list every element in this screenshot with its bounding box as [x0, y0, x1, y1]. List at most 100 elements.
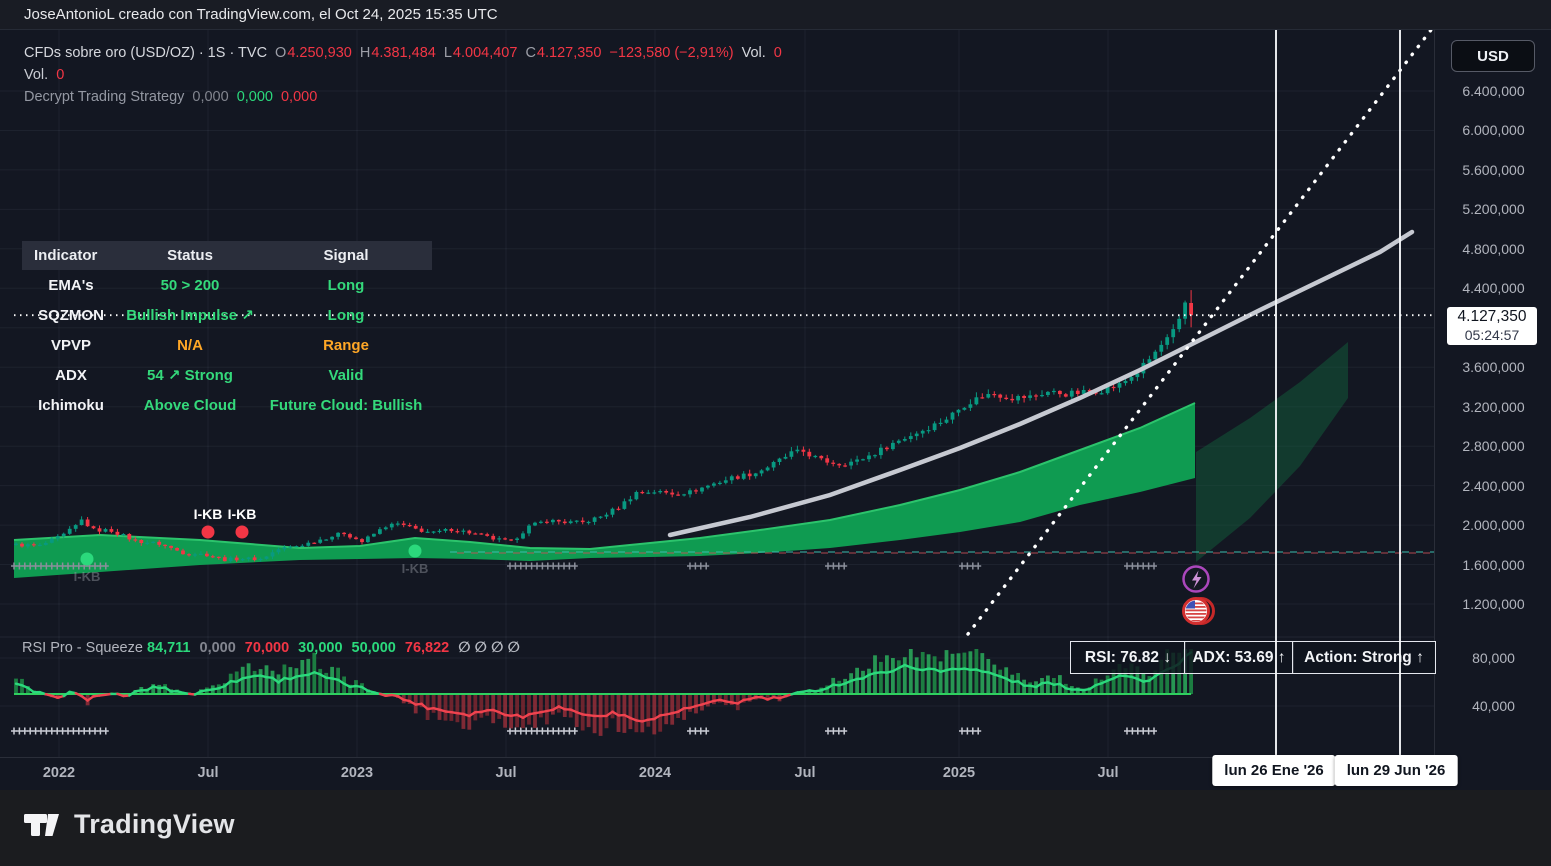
indicator-signal: Long — [327, 306, 365, 324]
symbol-legend-part: H — [359, 45, 371, 61]
status-badge: ADX: 53.69 ↑ — [1184, 641, 1294, 674]
signal-table-row: SQZMON Bullish Impulse ↗ Long — [22, 300, 432, 330]
strategy-legend-part: 0,000 — [280, 89, 318, 105]
indicator-signal: Future Cloud: Bullish — [269, 396, 423, 414]
status-badge: Action: Strong ↑ — [1292, 641, 1436, 674]
symbol-legend-part: 4.127,350 — [536, 45, 602, 61]
time-axis-tick: 2022 — [42, 765, 76, 781]
strategy-legend-part: 0,000 — [192, 89, 229, 105]
rsi-legend-value: 76,822 — [404, 640, 450, 656]
rsi-legend-value: 84,711 — [146, 640, 191, 656]
price-axis-tick: 2.400,000 — [1462, 477, 1525, 494]
future-date-label: lun 29 Jun '26 — [1334, 755, 1458, 786]
indicator-status: Above Cloud — [143, 396, 237, 414]
status-badge: RSI: 76.82 ↓ — [1070, 641, 1186, 674]
price-axis-tick: 4.400,000 — [1462, 280, 1525, 297]
us-flag-icon — [1182, 597, 1215, 625]
rsi-legend-value: 30,000 — [298, 640, 343, 656]
svg-text:I-KB: I-KB — [74, 569, 101, 584]
price-axis-tick: 3.200,000 — [1462, 398, 1525, 415]
bar-countdown: 05:24:57 — [1464, 327, 1520, 343]
volume-legend-part: Vol. — [24, 67, 49, 83]
tradingview-logo-text: TradingView — [74, 808, 235, 839]
price-axis-tick: 1.200,000 — [1462, 596, 1525, 612]
time-axis-tick: Jul — [495, 765, 517, 781]
time-axis-tick: 2024 — [638, 765, 672, 781]
indicator-name: Ichimoku — [38, 396, 104, 414]
signal-table-row: VPVP N/A Range — [22, 330, 432, 360]
rsi-legend-value: 50,000 — [351, 640, 396, 656]
signal-table-row: Ichimoku Above Cloud Future Cloud: Bullish — [22, 390, 432, 420]
symbol-legend-row[interactable]: CFDs sobre oro (USD/OZ) · 1S · TVC O4.250… — [24, 45, 790, 61]
indicator-name: EMA's — [48, 276, 94, 294]
price-axis-tick: 2.000,000 — [1462, 517, 1525, 534]
symbol-legend-part: 4.004,407 — [452, 45, 518, 61]
price-axis-tick: 5.600,000 — [1462, 161, 1525, 178]
price-axis-tick: 6.400,000 — [1462, 83, 1525, 99]
future-date-label: lun 26 Ene '26 — [1212, 755, 1336, 786]
time-axis[interactable]: 2022 Jul 2023 Jul 2024 Jul 2025 Jul — [0, 757, 1434, 790]
svg-text:I-KB: I-KB — [402, 561, 429, 576]
price-axis-tick: 3.600,000 — [1462, 359, 1525, 376]
symbol-legend-part: 4.250,930 — [287, 45, 352, 61]
strategy-legend-part: Decrypt Trading Strategy — [24, 89, 185, 105]
indicator-signal-table: Indicator Status Signal EMA's 50 > 200 Long SQ… — [22, 241, 432, 420]
indicator-name: ADX — [55, 366, 87, 384]
price-chart-canvas[interactable]: I-KB I-KB I-KB I-KB — [0, 30, 1434, 757]
rsi-axis-tick: 80,000 — [1472, 650, 1515, 666]
price-axis-tick: 2.800,000 — [1462, 438, 1525, 455]
indicator-signal: Long — [327, 276, 365, 294]
indicator-signal: Valid — [328, 366, 364, 384]
vertical-date-line — [1275, 30, 1277, 757]
current-price-label: 4.127,350 05:24:57 — [1447, 307, 1537, 345]
svg-text:I-KB: I-KB — [228, 506, 257, 522]
price-axis-tick: 5.200,000 — [1462, 201, 1525, 218]
rsi-legend-value: ∅ ∅ ∅ ∅ — [458, 640, 520, 656]
symbol-legend-part: −123,580 (−2,91%) — [609, 45, 734, 61]
time-axis-tick: Jul — [1097, 765, 1119, 781]
time-axis-tick: 2025 — [942, 765, 976, 781]
rsi-pane-legend[interactable]: RSI Pro - Squeeze 84,711 0,000 70,000 30,00… — [22, 640, 538, 656]
time-axis-tick: Jul — [794, 765, 816, 781]
rsi-legend-value: 70,000 — [244, 640, 290, 656]
time-axis-tick: 2023 — [340, 765, 374, 781]
volume-legend-row[interactable]: Vol. 0 — [24, 67, 72, 83]
signal-table-header: Indicator Status Signal — [22, 241, 432, 270]
attribution-bar: JoseAntonioL creado con TradingView.com,… — [0, 0, 1551, 30]
indicator-status: N/A — [177, 336, 203, 354]
attribution-text: JoseAntonioL creado con TradingView.com,… — [24, 6, 498, 23]
rsi-axis-tick: 40,000 — [1472, 698, 1515, 714]
indicator-signal: Range — [323, 336, 369, 354]
footer-bar: TradingView — [0, 790, 1551, 866]
symbol-legend-part: 0 — [773, 45, 782, 61]
currency-button[interactable]: USD — [1451, 40, 1535, 72]
volume-legend-part: 0 — [56, 67, 65, 83]
rsi-pane-title: RSI Pro - Squeeze — [22, 640, 143, 656]
price-axis[interactable]: USD 4.127,350 05:24:57 6.400,000 6.000,00… — [1434, 30, 1551, 757]
time-axis-tick: Jul — [197, 765, 219, 781]
signal-table-header-cell: Indicator — [34, 247, 98, 264]
symbol-legend-part: 4.381,484 — [371, 45, 436, 61]
tradingview-logo[interactable]: TradingView — [22, 804, 235, 844]
symbol-legend-part: Vol. — [741, 45, 766, 61]
signal-table-header-cell: Signal — [323, 247, 369, 264]
indicator-name: SQZMON — [38, 306, 104, 324]
price-axis-tick: 4.800,000 — [1462, 240, 1525, 257]
lightning-icon — [1182, 565, 1210, 593]
strategy-legend-row[interactable]: Decrypt Trading Strategy 0,000 0,000 0,000 — [24, 89, 325, 105]
signal-table-header-cell: Status — [167, 247, 213, 264]
symbol-legend-part: L — [443, 45, 452, 61]
current-price-value: 4.127,350 — [1457, 308, 1527, 325]
indicator-status: 50 > 200 — [160, 276, 220, 294]
tradingview-logo-icon — [24, 814, 59, 836]
symbol-legend-part: CFDs sobre oro (USD/OZ) · 1S · TVC — [24, 45, 268, 61]
price-axis-tick: 1.600,000 — [1462, 556, 1525, 573]
symbol-legend-part: C — [525, 45, 536, 61]
indicator-status: Bullish Impulse ↗ — [126, 307, 254, 324]
rsi-legend-value: 0,000 — [199, 640, 236, 656]
strategy-legend-part: 0,000 — [236, 89, 273, 105]
symbol-legend-part: O — [275, 45, 287, 61]
indicator-name: VPVP — [50, 336, 92, 354]
vertical-date-line — [1399, 30, 1401, 757]
